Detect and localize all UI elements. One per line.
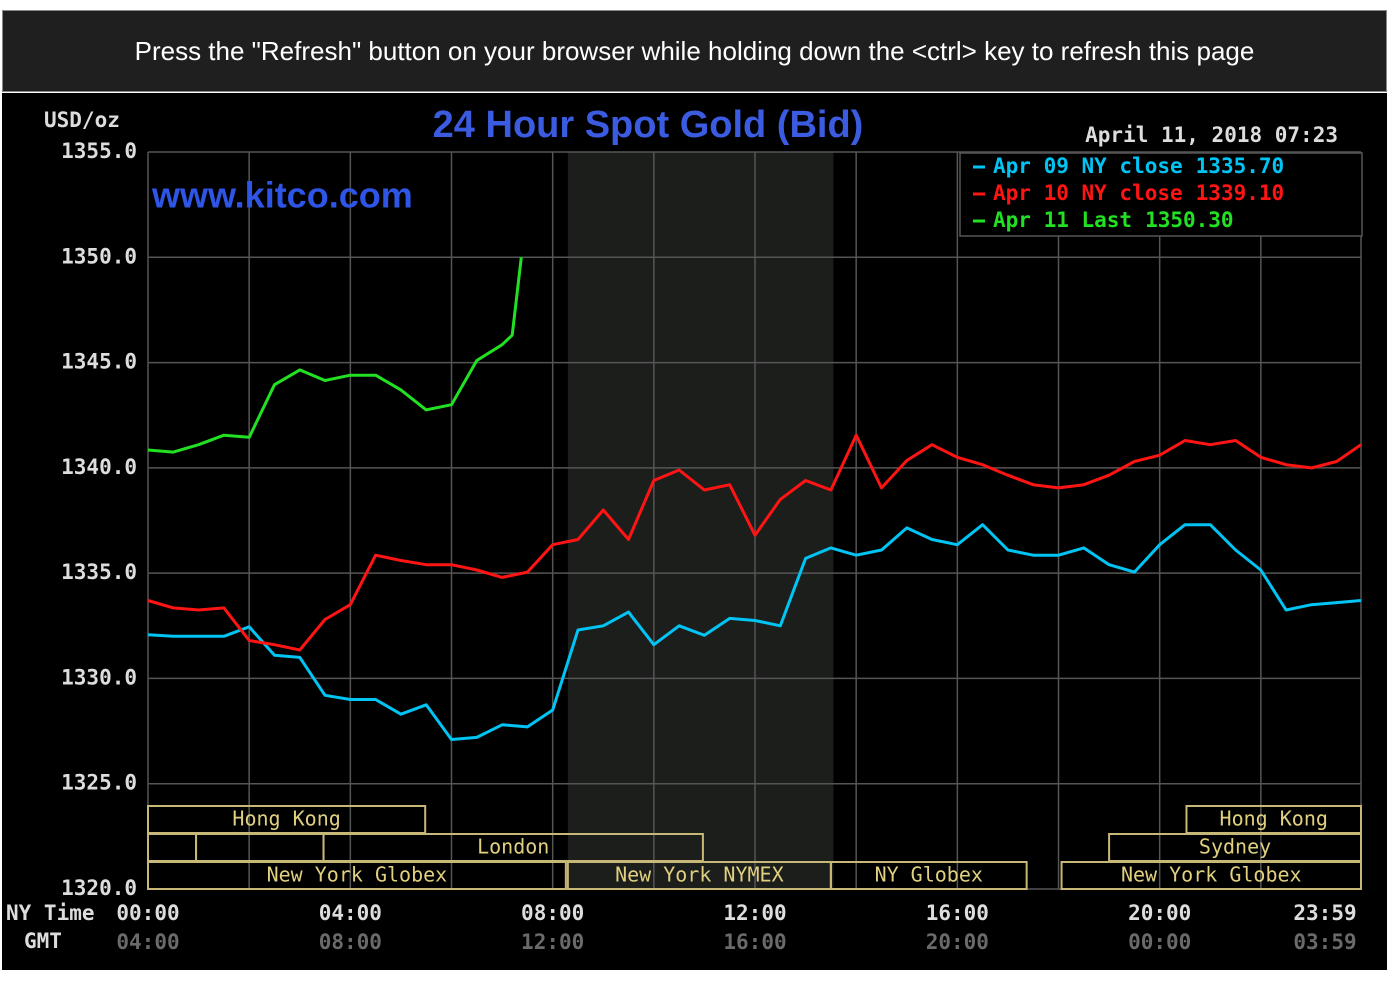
watermark: www.kitco.com <box>151 175 413 216</box>
y-tick-label: 1335.0 <box>61 560 137 584</box>
x-tick-label: 12:00 <box>723 901 786 925</box>
session-bar <box>147 861 567 890</box>
legend-value: 1339.10 <box>1196 181 1285 205</box>
session-label: NY Globex <box>875 863 983 887</box>
chart-title: 24 Hour Spot Gold (Bid) <box>433 104 864 146</box>
session-label: Hong Kong <box>1220 807 1328 831</box>
session-label: New York Globex <box>267 863 448 887</box>
x-tick-label: 04:00 <box>319 901 382 925</box>
x2-axis-label: GMT <box>24 929 62 953</box>
x-tick-label: 16:00 <box>926 901 989 925</box>
timestamp: April 11, 2018 07:23 <box>1085 123 1338 147</box>
x2-tick-label: 20:00 <box>926 930 989 954</box>
x2-tick-label: 08:00 <box>319 930 382 954</box>
legend-value: 1335.70 <box>1196 154 1285 178</box>
x2-tick-label: 03:59 <box>1293 930 1356 954</box>
y-axis-label: USD/oz <box>44 108 120 132</box>
session-label: New York NYMEX <box>615 863 784 887</box>
x-tick-label: 20:00 <box>1128 901 1191 925</box>
x-tick-label: 00:00 <box>116 901 179 925</box>
y-tick-label: 1330.0 <box>61 665 137 689</box>
legend-box <box>959 152 1363 237</box>
session-label: Sydney <box>1199 835 1271 859</box>
x-tick-label: 23:59 <box>1293 901 1356 925</box>
session-bar <box>1060 861 1363 890</box>
y-tick-label: 1325.0 <box>61 771 137 795</box>
refresh-banner: Press the "Refresh" button on your brows… <box>2 10 1387 92</box>
price-line <box>147 433 1362 652</box>
session-label: London <box>477 835 549 859</box>
session-label: Hong Kong <box>232 807 340 831</box>
price-line <box>147 257 523 454</box>
y-tick-label: 1320.0 <box>61 876 137 900</box>
x-tick-label: 08:00 <box>521 901 584 925</box>
y-tick-label: 1340.0 <box>61 455 137 479</box>
x2-tick-label: 04:00 <box>116 930 179 954</box>
x2-tick-label: 12:00 <box>521 930 584 954</box>
price-line <box>147 523 1362 741</box>
x2-tick-label: 00:00 <box>1128 930 1191 954</box>
y-tick-label: 1355.0 <box>61 139 137 163</box>
y-tick-label: 1350.0 <box>61 244 137 268</box>
y-tick-label: 1345.0 <box>61 350 137 374</box>
legend-entry: Apr 10 NY close <box>993 181 1183 205</box>
session-bar <box>829 861 1028 890</box>
legend-value: 1350.30 <box>1145 208 1234 232</box>
legend-entry: Apr 11 Last <box>993 208 1132 232</box>
session-label: New York Globex <box>1121 863 1302 887</box>
x2-tick-label: 16:00 <box>723 930 786 954</box>
legend-entry: Apr 09 NY close <box>993 154 1183 178</box>
x-axis-label: NY Time <box>6 901 95 925</box>
session-shade <box>567 152 834 889</box>
